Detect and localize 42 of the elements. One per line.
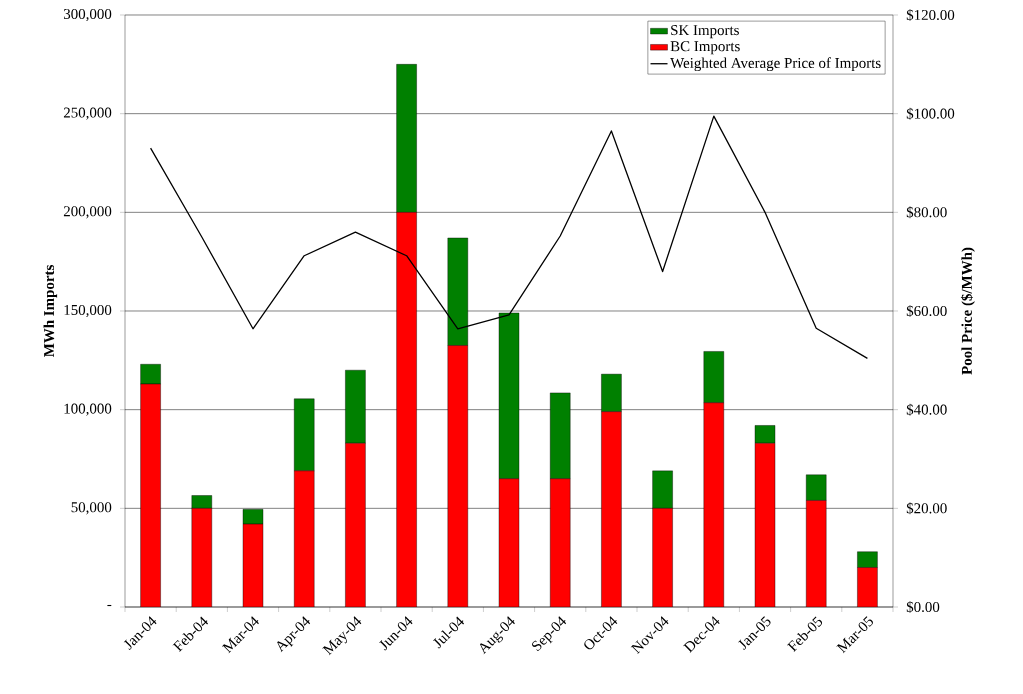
y-tick-label: 50,000: [71, 502, 112, 515]
bar: [703, 402, 725, 607]
bar: [550, 478, 571, 607]
bar: [242, 509, 264, 525]
bar: [857, 567, 878, 607]
bar: [601, 411, 622, 607]
bar: [447, 237, 468, 346]
bar: [806, 474, 827, 501]
y2-tick-label: $60.00: [906, 305, 947, 317]
y-axis-title: MWh Imports: [43, 265, 58, 358]
bar: [191, 495, 212, 509]
y2-tick-label: $120.00: [906, 9, 955, 21]
bar: [345, 443, 366, 607]
bar: [294, 470, 315, 607]
bar: [447, 345, 468, 607]
bar: [550, 392, 571, 479]
y2-tick-label: $20.00: [906, 502, 947, 515]
y-tick-label: 300,000: [63, 8, 112, 22]
legend-label: SK Imports: [671, 25, 739, 39]
bar: [601, 373, 622, 412]
bar: [191, 508, 212, 607]
bar: [652, 508, 673, 607]
y2-tick-label: $100.00: [906, 107, 955, 120]
y2-axis-title: Pool Price ($/MWh): [960, 247, 975, 375]
y-tick-label: 200,000: [63, 206, 112, 219]
bar: [396, 212, 417, 607]
y2-tick-label: $80.00: [906, 206, 947, 219]
y2-tick-label: $0.00: [906, 601, 940, 613]
bar: [345, 370, 366, 444]
y-tick-label: 250,000: [63, 107, 112, 120]
legend-label: BC Imports: [670, 41, 740, 55]
bar: [140, 383, 161, 607]
y-tick-label: 100,000: [64, 403, 112, 416]
bar: [806, 500, 827, 607]
bar: [652, 470, 673, 509]
y-tick-label: -: [107, 604, 112, 607]
bar: [754, 425, 776, 444]
bar: [294, 398, 315, 472]
y2-tick-label: $40.00: [906, 403, 947, 416]
y-tick-label: 150,000: [64, 304, 112, 318]
legend-label: Weighted Average Price of Imports: [670, 57, 881, 72]
bar: [703, 351, 725, 403]
